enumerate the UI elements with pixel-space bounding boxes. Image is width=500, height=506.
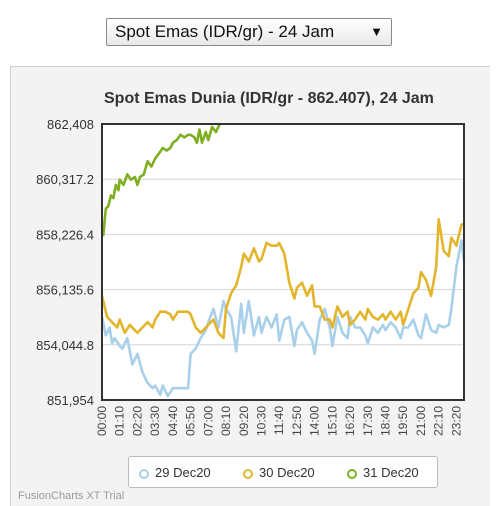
x-tick-label: 23:20: [449, 406, 463, 436]
x-tick-label: 08:10: [219, 406, 233, 436]
chart-range-select-value: Spot Emas (IDR/gr) - 24 Jam: [115, 22, 335, 41]
x-tick-label: 14:00: [308, 406, 322, 436]
x-tick-label: 11:40: [272, 406, 286, 435]
x-tick-label: 02:20: [130, 406, 144, 436]
x-tick-label: 18:40: [379, 406, 393, 436]
x-tick-label: 15:10: [325, 406, 339, 436]
legend-circle-icon: [347, 469, 357, 479]
x-tick-label: 12:50: [290, 406, 304, 436]
chart-range-select[interactable]: Spot Emas (IDR/gr) - 24 Jam ▼: [106, 18, 392, 46]
x-tick-label: 03:30: [148, 406, 162, 436]
y-axis-ticks: 862,408 860,317.2 858,226.4 856,135.6 854,04…: [36, 117, 94, 408]
x-tick-label: 09:20: [237, 406, 251, 436]
x-tick-label: 19:50: [396, 406, 410, 436]
plot-area-border: [101, 123, 465, 401]
series-line-3: [100, 123, 221, 237]
y-tick-label: 862,408: [47, 117, 94, 132]
plot-background: [102, 124, 464, 400]
legend-circle-icon: [243, 469, 253, 479]
dropdown-arrow-icon: ▼: [370, 24, 383, 39]
x-axis-ticks: 00:00 01:10 02:20 03:30 04:40 05:50 07:00 08:10…: [95, 406, 463, 436]
y-tick-label: 858,226.4: [36, 227, 94, 242]
legend-item-31-dec[interactable]: 31 Dec20: [347, 465, 419, 480]
x-tick-label: 17:30: [361, 406, 375, 436]
y-tick-label: 854,044.8: [36, 338, 94, 353]
x-tick-label: 16:20: [343, 406, 357, 436]
x-tick-label: 00:00: [95, 406, 109, 436]
series-line-2: [100, 218, 464, 340]
y-tick-label: 856,135.6: [36, 283, 94, 298]
legend-item-30-dec[interactable]: 30 Dec20: [243, 465, 315, 480]
legend-label: 29 Dec20: [155, 465, 211, 480]
chart-title: Spot Emas Dunia (IDR/gr - 862.407), 24 J…: [104, 90, 434, 107]
legend-label: 31 Dec20: [363, 465, 419, 480]
x-tick-label: 10:30: [254, 406, 268, 436]
x-tick-label: 04:40: [166, 406, 180, 436]
x-tick-label: 22:10: [432, 406, 446, 436]
watermark-text: FusionCharts XT Trial: [18, 490, 125, 502]
y-tick-label: 851,954: [47, 393, 94, 408]
x-tick-label: 21:00: [414, 406, 428, 436]
legend-circle-icon: [139, 469, 149, 479]
legend-item-29-dec[interactable]: 29 Dec20: [139, 465, 211, 480]
y-tick-label: 860,317.2: [36, 172, 94, 187]
legend-label: 30 Dec20: [259, 465, 315, 480]
chart-legend: 29 Dec20 30 Dec20 31 Dec20: [128, 456, 438, 488]
x-tick-label: 05:50: [184, 406, 198, 436]
series-line-1: [100, 239, 466, 398]
x-tick-label: 01:10: [113, 406, 127, 436]
chart-series: [100, 123, 466, 398]
chart-grid: [102, 124, 464, 400]
x-tick-label: 07:00: [201, 406, 215, 436]
